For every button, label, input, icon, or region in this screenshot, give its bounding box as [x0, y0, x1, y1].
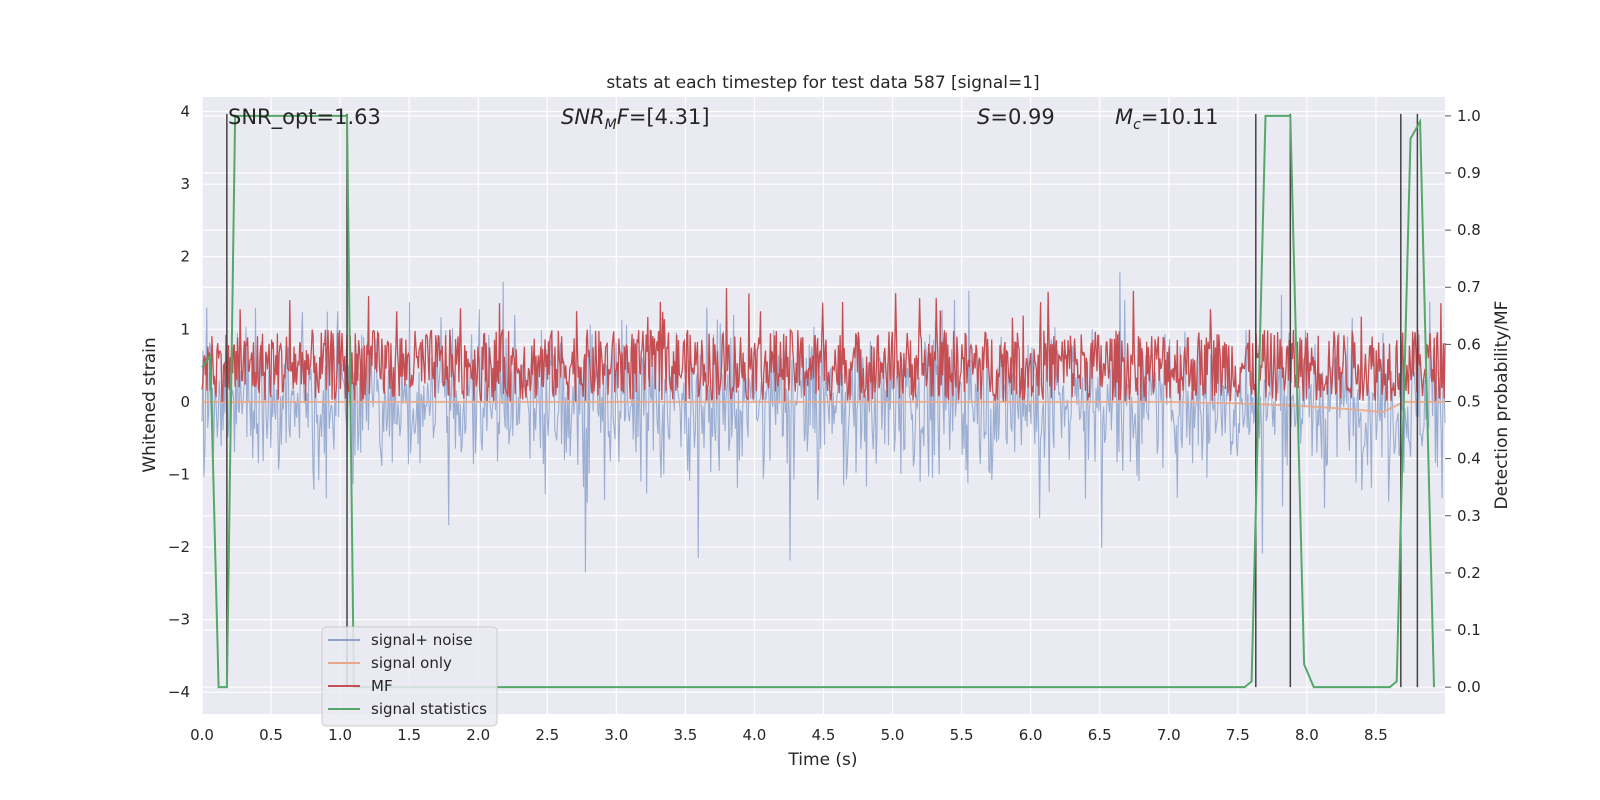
right-y-tick-label: 0.6	[1457, 335, 1481, 353]
x-tick-label: 4.0	[743, 726, 767, 744]
legend-label-mf: MF	[371, 677, 393, 695]
x-tick-label: 2.5	[535, 726, 559, 744]
signal-statistics-series	[201, 114, 1435, 689]
x-tick-label: 1.0	[328, 726, 352, 744]
right-y-tick-label: 0.1	[1457, 621, 1481, 639]
x-tick-label: 4.5	[812, 726, 836, 744]
legend-label-signal-noise: signal+ noise	[371, 631, 473, 649]
x-tick-label: 8.5	[1364, 726, 1388, 744]
signal-statistics-line	[201, 114, 1435, 689]
left-y-axis-ticks: 4 3 2 1 0 −1 −2 −3 −4	[168, 103, 190, 702]
x-axis-ticks: 0.0 0.5 1.0 1.5 2.0 2.5 3.0 3.5 4.0 4.5 5.0 5.5 6.0 6…	[190, 726, 1388, 744]
right-y-tick-label: 0.5	[1457, 393, 1481, 411]
right-y-tick-label: 1.0	[1457, 107, 1481, 125]
right-y-tick-label: 0.3	[1457, 507, 1481, 525]
left-y-axis-label: Whitened strain	[140, 337, 160, 472]
x-tick-label: 2.0	[466, 726, 490, 744]
x-tick-label: 8.0	[1295, 726, 1319, 744]
left-y-tick-label: 0	[180, 393, 190, 411]
left-y-tick-label: 4	[180, 103, 190, 121]
right-y-tick-label: 0.4	[1457, 450, 1481, 468]
x-tick-label: 7.5	[1226, 726, 1250, 744]
right-y-axis-label: Detection probability/MF	[1492, 301, 1512, 510]
legend-label-signal-only: signal only	[371, 654, 452, 672]
legend-label-signal-statistics: signal statistics	[371, 700, 487, 718]
x-tick-label: 5.0	[881, 726, 905, 744]
right-y-tick-label: 0.7	[1457, 278, 1481, 296]
left-y-tick-label: −3	[168, 611, 190, 629]
snr-opt-annotation: SNR_opt=1.63	[228, 105, 381, 130]
mf-line	[201, 288, 1446, 403]
legend-box	[321, 626, 498, 727]
x-tick-label: 1.5	[397, 726, 421, 744]
left-y-tick-label: −2	[168, 538, 190, 556]
chart-title: stats at each timestep for test data 587…	[606, 73, 1039, 93]
snr-mf-annotation: SNRMF=[4.31]	[561, 105, 710, 133]
right-y-tick-label: 0.9	[1457, 164, 1481, 182]
mf-series	[201, 288, 1446, 403]
x-tick-label: 7.0	[1157, 726, 1181, 744]
x-tick-label: 0.0	[190, 726, 214, 744]
s-annotation: S=0.99	[977, 105, 1055, 129]
x-tick-label: 3.0	[604, 726, 628, 744]
left-y-tick-label: 3	[180, 175, 190, 193]
mc-annotation: Mc=10.11	[1115, 105, 1219, 133]
x-tick-label: 0.5	[259, 726, 283, 744]
x-tick-label: 6.5	[1088, 726, 1112, 744]
left-y-tick-label: 2	[180, 248, 190, 266]
x-tick-label: 3.5	[673, 726, 697, 744]
left-y-tick-label: −1	[168, 465, 190, 483]
legend: signal+ noise signal only MF signal stat…	[321, 626, 498, 727]
right-y-tick-label: 0.0	[1457, 678, 1481, 696]
right-y-axis-ticks: 1.0 0.9 0.8 0.7 0.6 0.5 0.4 0.3 0.2 0.1 0.0	[1445, 107, 1481, 696]
x-tick-label: 6.0	[1019, 726, 1043, 744]
right-y-tick-label: 0.2	[1457, 564, 1481, 582]
vertical-marker-lines	[226, 113, 1419, 688]
left-y-tick-label: 1	[180, 320, 190, 338]
right-y-tick-label: 0.8	[1457, 221, 1481, 239]
left-y-tick-label: −4	[168, 683, 190, 701]
x-tick-label: 5.5	[950, 726, 974, 744]
x-axis-label: Time (s)	[787, 750, 857, 770]
